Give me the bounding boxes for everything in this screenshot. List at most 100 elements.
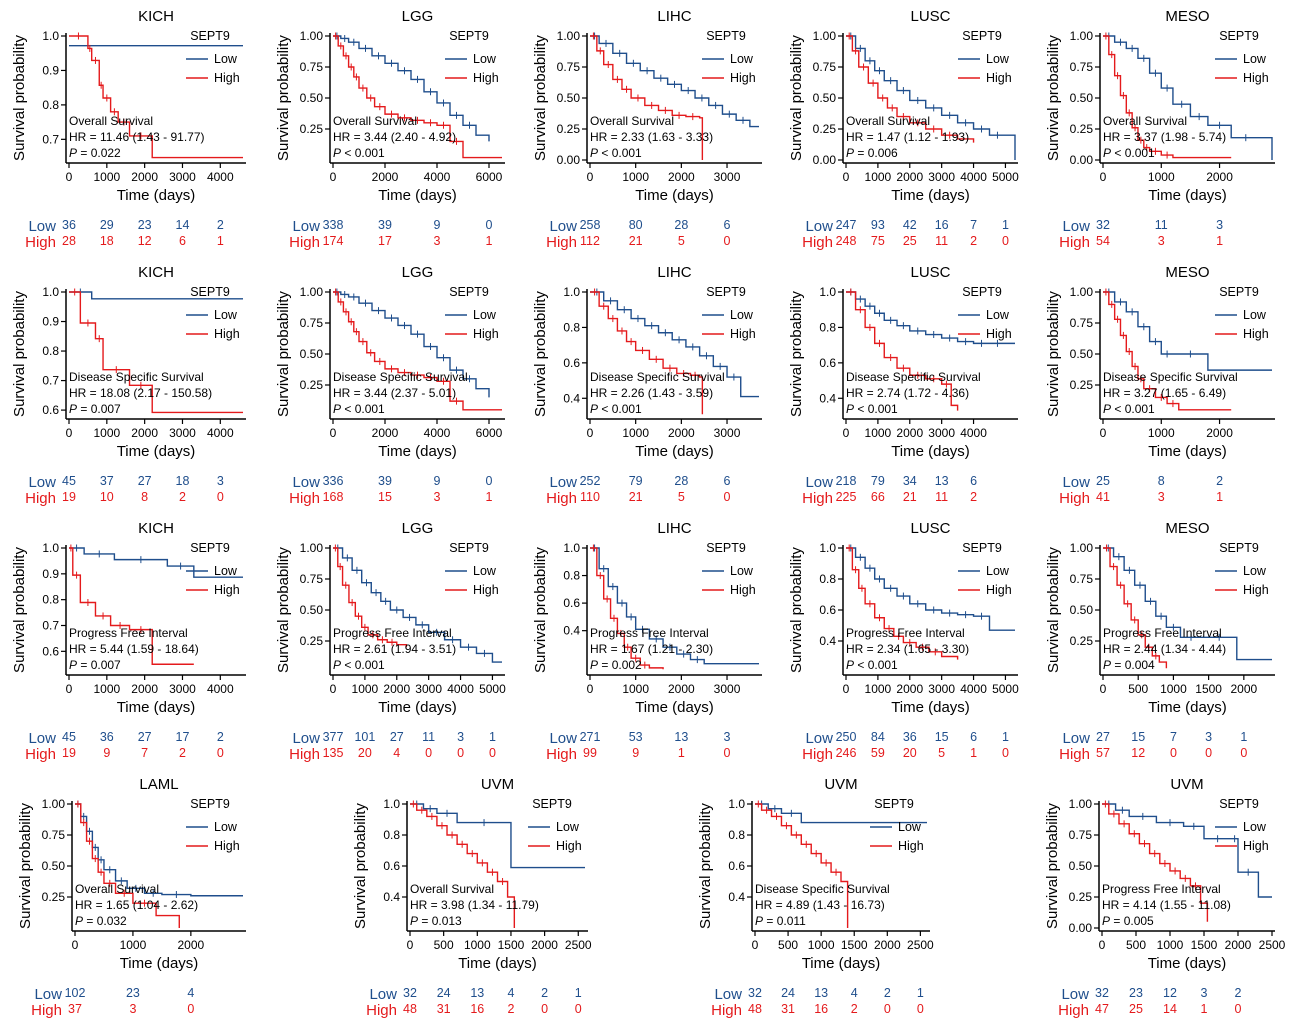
x-tick-label: 2500: [1259, 938, 1286, 952]
risk-high-row-label: High: [25, 234, 56, 251]
y-tick-label: 0.4: [728, 890, 745, 904]
risk-low-count: 79: [629, 474, 643, 488]
risk-low-count: 27: [138, 730, 152, 744]
risk-high-count: 4: [393, 746, 400, 760]
y-tick-label: 0.6: [728, 859, 745, 873]
p-value-symbol: P: [1103, 402, 1111, 416]
y-tick-label: 1.00: [300, 285, 324, 299]
legend-high-label: High: [986, 583, 1012, 597]
x-tick-label: 500: [434, 938, 454, 952]
panel-title: UVM: [1170, 776, 1203, 793]
risk-low-row-label: Low: [292, 730, 320, 747]
legend-low-label: Low: [1243, 52, 1267, 66]
y-axis-label: Survival probability: [275, 547, 292, 673]
km-curve-high: [846, 291, 959, 411]
risk-high-count: 48: [748, 1002, 762, 1016]
y-tick-label: 0.4: [383, 890, 400, 904]
risk-high-row-label: High: [1058, 1002, 1089, 1019]
risk-high-row-label: High: [1059, 746, 1090, 763]
survival-type-label: Disease Specific Survival: [333, 370, 468, 384]
km-curve-low: [333, 35, 490, 142]
risk-low-count: 3: [217, 474, 224, 488]
km-curve-high: [755, 803, 849, 928]
p-value-text: P = 0.005: [1102, 914, 1154, 928]
risk-high-count: 21: [629, 234, 643, 248]
y-tick-label: 0.25: [557, 122, 581, 136]
x-tick-label: 1000: [352, 682, 379, 696]
risk-low-count: 1: [489, 730, 496, 744]
y-tick-label: 1.0: [42, 541, 59, 555]
risk-high-count: 5: [678, 490, 685, 504]
x-tick-label: 0: [587, 170, 594, 184]
p-value-text: P = 0.006: [846, 146, 898, 160]
survival-panel-4: LUSC 0.00 0.25 0.50 0.75 1.00 0 1000 2000 3000 400…: [788, 8, 1019, 251]
p-value-symbol: P: [1102, 914, 1110, 928]
y-tick-label: 0.7: [42, 132, 59, 146]
risk-high-row-label: High: [546, 490, 577, 507]
survival-type-label: Overall Survival: [846, 114, 930, 128]
p-value-symbol: P: [590, 658, 598, 672]
risk-low-count: 28: [674, 218, 688, 232]
legend-title: SEPT9: [449, 285, 489, 299]
p-value-symbol: P: [846, 146, 854, 160]
risk-high-count: 0: [1235, 1002, 1242, 1016]
legend-high-label: High: [473, 71, 499, 85]
risk-high-count: 21: [629, 490, 643, 504]
y-tick-label: 0.8: [728, 828, 745, 842]
risk-low-count: 29: [100, 218, 114, 232]
risk-low-count: 0: [486, 218, 493, 232]
risk-low-count: 23: [126, 986, 140, 1000]
risk-low-row-label: Low: [805, 474, 833, 491]
risk-high-count: 3: [129, 1002, 136, 1016]
legend-title: SEPT9: [962, 29, 1002, 43]
x-axis-label: Time (days): [120, 955, 199, 972]
x-tick-label: 1000: [1160, 682, 1187, 696]
y-tick-label: 0.50: [300, 347, 324, 361]
y-axis-label: Survival probability: [788, 547, 805, 673]
risk-low-count: 15: [1131, 730, 1145, 744]
p-value-text: P < 0.001: [1103, 402, 1155, 416]
legend-high-label: High: [473, 583, 499, 597]
legend-high-label: High: [986, 71, 1012, 85]
risk-low-row-label: Low: [28, 730, 56, 747]
y-tick-label: 1.00: [1070, 285, 1094, 299]
x-tick-label: 3000: [169, 426, 196, 440]
survival-panel-10: MESO 0.25 0.50 0.75 1.00 0 1000 2000 Time (days)…: [1045, 264, 1275, 507]
legend-high-label: High: [473, 327, 499, 341]
y-axis-label: Survival probability: [352, 803, 369, 929]
risk-low-count: 11: [422, 730, 435, 744]
panel-title: MESO: [1165, 520, 1209, 537]
risk-high-count: 28: [62, 234, 76, 248]
risk-low-count: 3: [1201, 986, 1208, 1000]
x-axis-label: Time (days): [1148, 443, 1227, 460]
p-value-number: < 0.001: [598, 146, 642, 160]
risk-high-count: 12: [138, 234, 152, 248]
km-curve-low: [1102, 803, 1272, 898]
risk-high-count: 57: [1096, 746, 1110, 760]
x-tick-label: 1000: [93, 682, 120, 696]
x-tick-label: 2000: [178, 938, 205, 952]
p-value-symbol: P: [69, 146, 77, 160]
legend-high-label: High: [730, 327, 756, 341]
legend-title: SEPT9: [962, 541, 1002, 555]
y-tick-label: 0.9: [42, 567, 59, 581]
risk-low-count: 4: [851, 986, 858, 1000]
risk-low-row-label: Low: [28, 218, 56, 235]
x-tick-label: 0: [1100, 426, 1107, 440]
panel-title: LAML: [139, 776, 178, 793]
risk-high-count: 75: [871, 234, 885, 248]
risk-low-count: 3: [457, 730, 464, 744]
risk-high-row-label: High: [802, 490, 833, 507]
x-axis-label: Time (days): [635, 699, 714, 716]
x-tick-label: 4000: [960, 426, 987, 440]
risk-high-count: 135: [323, 746, 344, 760]
x-tick-label: 0: [587, 682, 594, 696]
risk-low-count: 32: [748, 986, 762, 1000]
x-tick-label: 2000: [1225, 938, 1252, 952]
survival-panel-18: UVM 0.4 0.6 0.8 1.0 0 500 1000 1500 2000 2500 Time …: [697, 776, 934, 1019]
p-value-number: = 0.005: [1110, 914, 1154, 928]
risk-high-count: 5: [938, 746, 945, 760]
risk-low-count: 2: [217, 218, 224, 232]
risk-high-count: 0: [217, 746, 224, 760]
